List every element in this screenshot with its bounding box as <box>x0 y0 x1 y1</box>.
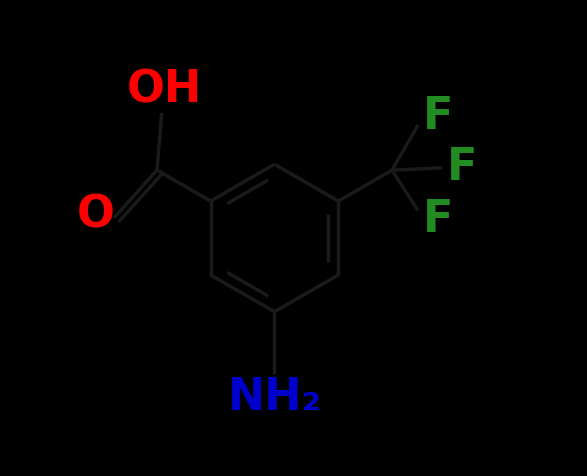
Text: O: O <box>77 194 115 237</box>
Text: NH₂: NH₂ <box>227 376 322 419</box>
Text: F: F <box>423 198 453 241</box>
Text: F: F <box>447 146 477 189</box>
Text: OH: OH <box>126 69 202 112</box>
Text: F: F <box>423 95 453 138</box>
